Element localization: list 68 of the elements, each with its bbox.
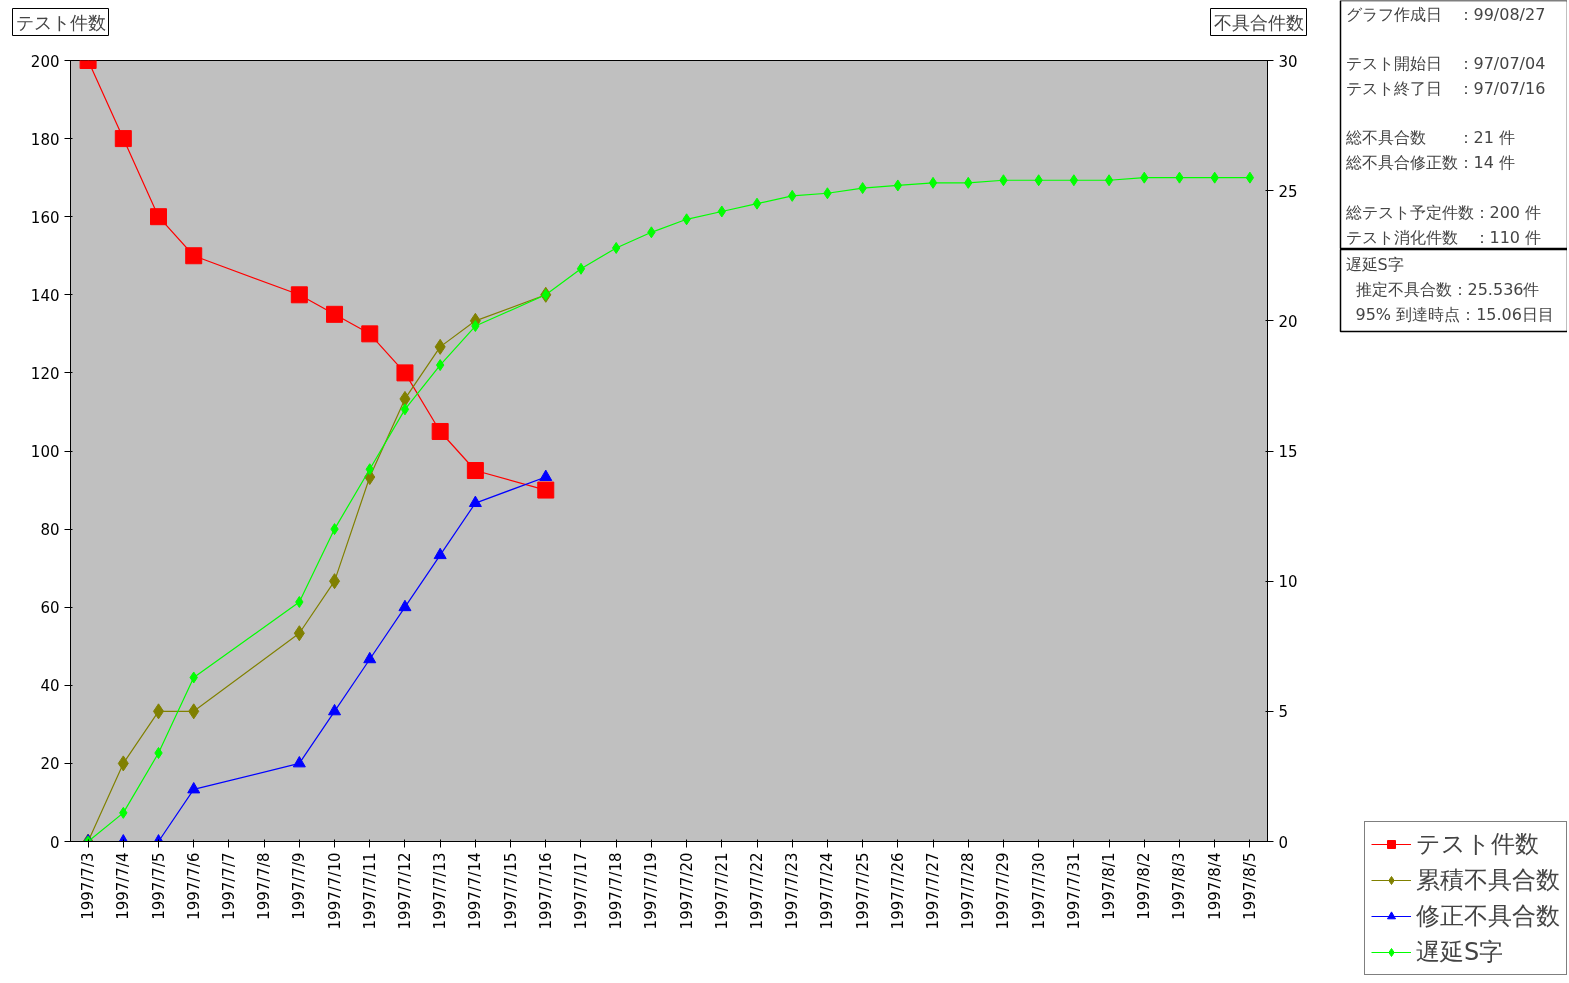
x-tick-label: 1997/7/7	[219, 852, 238, 920]
legend-label: 累積不具合数	[1416, 865, 1560, 896]
x-tick-label: 1997/7/4	[114, 852, 133, 920]
text: テスト開始日 ：97/07/04	[1345, 54, 1546, 73]
x-tick-label: 1997/7/12	[395, 852, 414, 930]
x-tick-label: 1997/7/8	[255, 852, 274, 920]
y-tick-label: 180	[30, 130, 60, 149]
text: 総テスト予定件数：200 件	[1344, 203, 1542, 222]
text: テスト終了日 ：97/07/16	[1345, 79, 1546, 98]
y-tick-label: 140	[30, 286, 60, 305]
y2-tick-label: 10	[1278, 573, 1298, 592]
x-tick-label: 1997/7/3	[79, 852, 98, 920]
y-tick-label: 20	[40, 755, 60, 774]
y-axis-title: テスト件数	[15, 11, 106, 33]
legend-label: 遅延S字	[1416, 937, 1504, 968]
x-tick-label: 1997/7/26	[888, 852, 907, 930]
x-tick-label: 1997/7/30	[1029, 852, 1048, 930]
y2-tick-label: 20	[1278, 312, 1298, 331]
x-tick-label: 1997/7/11	[360, 852, 379, 930]
x-tick-label: 1997/7/16	[536, 852, 555, 930]
x-tick-label: 1997/8/5	[1240, 852, 1259, 920]
y-tick-label: 100	[30, 443, 60, 461]
y2-axis-title: 不具合件数	[1213, 11, 1304, 33]
x-tick-label: 1997/7/22	[748, 852, 767, 930]
y-tick-label: 120	[30, 364, 60, 383]
legend-label: テスト件数	[1416, 829, 1539, 860]
x-tick-label: 1997/7/29	[994, 852, 1013, 930]
x-tick-label: 1997/7/15	[501, 852, 520, 930]
x-tick-label: 1997/8/2	[1135, 852, 1154, 920]
x-tick-label: 1997/7/19	[642, 852, 661, 930]
y-tick-label: 160	[30, 208, 60, 227]
y-tick-label: 60	[40, 599, 60, 618]
x-tick-label: 1997/7/21	[712, 852, 731, 930]
y2-tick-label: 25	[1278, 182, 1298, 201]
text: 総不具合数 ：21 件	[1344, 128, 1515, 147]
y2-tick-label: 15	[1278, 443, 1298, 461]
text: テスト消化件数 ：110 件	[1345, 228, 1542, 247]
y-tick-label: 0	[49, 833, 60, 852]
y2-tick-label: 0	[1278, 833, 1289, 852]
x-tick-label: 1997/7/10	[325, 852, 344, 930]
x-tick-label: 1997/7/20	[677, 852, 696, 930]
y-tick-label: 200	[30, 52, 60, 71]
x-tick-label: 1997/7/31	[1064, 852, 1083, 930]
x-tick-label: 1997/7/25	[853, 852, 872, 930]
text: 遅延S字	[1345, 255, 1404, 274]
x-tick-label: 1997/7/17	[571, 852, 590, 930]
x-tick-label: 1997/7/27	[924, 852, 943, 930]
x-tick-label: 1997/7/5	[149, 852, 168, 920]
x-tick-label: 1997/7/18	[607, 852, 626, 930]
text: 推定不具合数：25.536件	[1355, 280, 1540, 299]
x-tick-label: 1997/7/23	[783, 852, 802, 930]
x-tick-label: 1997/7/13	[431, 852, 450, 930]
y2-tick-label: 5	[1278, 703, 1289, 722]
x-tick-label: 1997/8/3	[1170, 852, 1189, 920]
x-tick-label: 1997/7/6	[184, 852, 203, 920]
text: 総不具合修正数：14 件	[1344, 153, 1515, 172]
x-tick-label: 1997/7/14	[466, 852, 485, 930]
x-tick-label: 1997/7/9	[290, 852, 309, 920]
x-tick-label: 1997/8/1	[1100, 852, 1119, 920]
y2-tick-label: 30	[1278, 52, 1298, 71]
legend-label: 修正不具合数	[1416, 901, 1560, 932]
y-tick-label: 80	[40, 521, 60, 540]
x-tick-label: 1997/8/4	[1205, 852, 1224, 920]
text: 95% 到達時点：15.06日目	[1355, 305, 1554, 324]
x-tick-label: 1997/7/28	[959, 852, 978, 930]
text: グラフ作成日 ：99/08/27	[1345, 5, 1546, 24]
x-tick-label: 1997/7/24	[818, 852, 837, 930]
y-tick-label: 40	[40, 677, 60, 696]
